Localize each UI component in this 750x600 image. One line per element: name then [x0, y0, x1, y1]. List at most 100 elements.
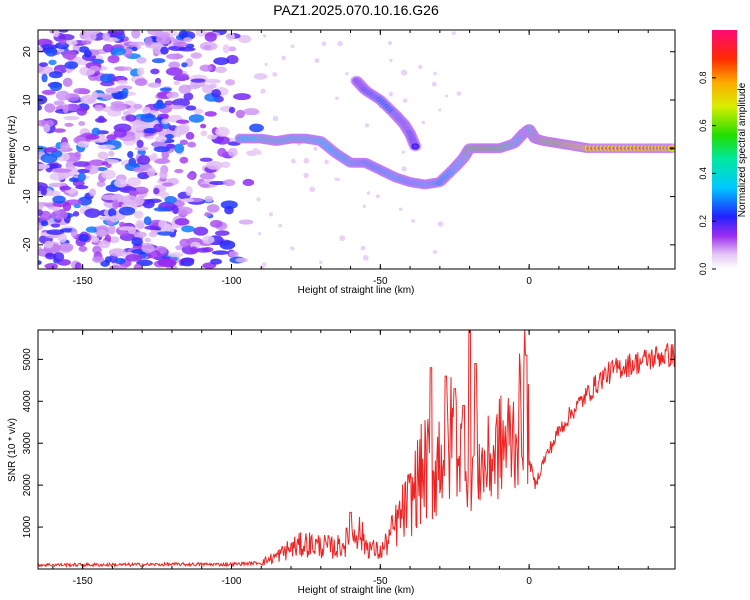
noise-blob: [179, 139, 188, 146]
noise-dot: [336, 177, 340, 182]
y-tick-label: -20: [22, 237, 33, 252]
noise-blob: [131, 30, 141, 39]
noise-blob: [49, 81, 63, 92]
noise-dot: [261, 262, 267, 267]
noise-blob: [175, 73, 189, 79]
noise-blob: [206, 134, 218, 140]
noise-blob: [235, 109, 245, 119]
noise-dot: [303, 172, 309, 179]
noise-blob: [100, 73, 114, 84]
noise-blob: [52, 195, 66, 204]
noise-blob: [228, 250, 239, 258]
noise-blob: [161, 182, 174, 187]
spectrogram-plot-area: [38, 30, 675, 269]
noise-blob: [148, 231, 158, 238]
noise-blob: [136, 56, 147, 64]
noise-blob: [48, 182, 67, 188]
noise-blob: [101, 161, 109, 166]
noise-dot: [290, 44, 295, 49]
noise-blob: [114, 178, 128, 188]
y-tick-label: 20: [22, 46, 33, 58]
noise-blob: [101, 94, 114, 100]
y-tick-label: 4000: [22, 390, 33, 413]
spectrogram-x-axis-label: Height of straight line (km): [298, 285, 415, 296]
colorbar: 0.0 0.2 0.4 0.6 0.8 Normalized spectral ampl…: [698, 30, 748, 275]
noise-blob: [74, 262, 82, 269]
noise-blob: [175, 206, 193, 215]
noise-blob: [38, 38, 53, 47]
noise-dot: [339, 235, 346, 242]
noise-dot: [309, 186, 316, 193]
noise-blob: [228, 106, 236, 114]
noise-blob: [109, 215, 120, 223]
noise-blob: [102, 44, 114, 53]
noise-dot: [445, 94, 449, 98]
y-tick-label: 2000: [22, 474, 33, 497]
noise-dot: [256, 197, 261, 202]
noise-dot: [290, 158, 296, 164]
noise-blob: [161, 118, 170, 125]
noise-dot: [278, 223, 283, 228]
branch-track: [350, 75, 422, 152]
y-tick-label: -10: [22, 189, 33, 204]
noise-blob: [144, 225, 159, 230]
noise-blob: [97, 151, 109, 160]
noise-blob: [127, 177, 141, 187]
noise-blob: [144, 237, 151, 243]
noise-blob: [40, 220, 49, 227]
noise-blob: [62, 103, 69, 114]
noise-blob: [136, 259, 153, 267]
noise-blob: [199, 157, 213, 162]
branch-core: [412, 144, 418, 149]
noise-blob: [133, 103, 143, 110]
noise-blob: [165, 67, 183, 76]
noise-blob: [91, 127, 101, 137]
noise-blob: [78, 121, 86, 126]
noise-blob: [121, 88, 129, 96]
noise-blob: [128, 190, 140, 196]
noise-blob: [134, 78, 148, 86]
noise-blob: [44, 103, 56, 113]
noise-blob: [66, 40, 78, 46]
snr-plot-area: [38, 330, 675, 569]
noise-blob: [48, 71, 63, 79]
noise-blob: [223, 179, 236, 187]
noise-blob: [41, 73, 48, 83]
noise-blob: [190, 52, 203, 59]
noise-blob: [76, 168, 90, 174]
noise-blob: [214, 135, 230, 145]
noise-blob: [220, 200, 238, 210]
noise-blob: [174, 143, 185, 154]
noise-blob: [38, 260, 42, 265]
noise-blob: [225, 79, 236, 86]
noise-blob: [108, 236, 120, 244]
noise-blob: [153, 207, 170, 212]
noise-dot: [364, 123, 370, 128]
noise-blob: [57, 233, 67, 243]
noise-blob: [161, 150, 170, 160]
noise-blob: [53, 100, 65, 106]
noise-blob: [77, 140, 90, 148]
noise-blob: [168, 104, 186, 110]
noise-blob: [77, 172, 86, 182]
noise-blob: [219, 240, 236, 250]
noise-dot: [437, 221, 444, 227]
noise-blob: [143, 216, 152, 226]
noise-blob: [49, 164, 59, 169]
noise-dot: [362, 255, 369, 261]
noise-blob: [178, 47, 196, 52]
noise-blob: [41, 89, 56, 95]
noise-blob: [153, 146, 170, 153]
noise-blob: [125, 253, 143, 262]
noise-dot: [362, 204, 367, 209]
colorbar-label: Normalized spectral amplitude: [737, 82, 748, 217]
colorbar-tick-label: 0.4: [698, 167, 708, 180]
noise-dot: [402, 98, 408, 103]
noise-blob: [167, 252, 184, 258]
noise-blob: [104, 234, 111, 243]
noise-dot: [456, 91, 462, 96]
noise-blob: [89, 65, 100, 71]
noise-blob: [136, 222, 145, 229]
noise-blob: [136, 67, 145, 76]
noise-blob: [217, 147, 227, 157]
